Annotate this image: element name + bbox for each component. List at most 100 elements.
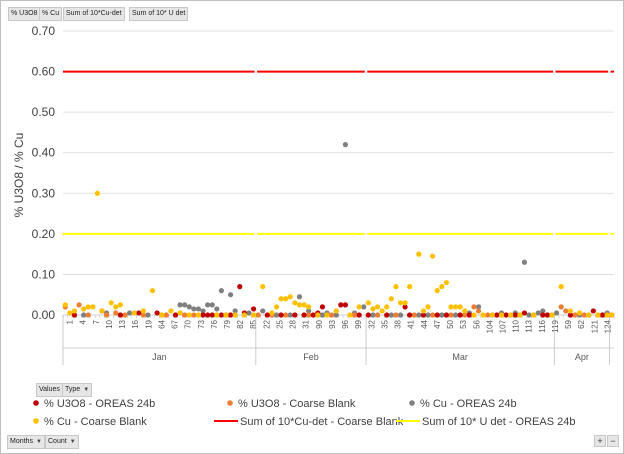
- x-tick-label: 25: [275, 319, 284, 328]
- data-point: [296, 294, 303, 300]
- x-tick-label: 31: [302, 319, 311, 328]
- month-label: Mar: [452, 352, 468, 362]
- data-point: [301, 312, 307, 318]
- legend-marker-swatch: [227, 400, 233, 406]
- data-point: [260, 284, 266, 290]
- x-tick-label: 4: [79, 319, 88, 324]
- x-tick-label: 96: [341, 319, 350, 328]
- y-tick-label: 0.10: [32, 267, 56, 281]
- data-point: [237, 284, 243, 290]
- data-point: [292, 300, 298, 306]
- data-point: [609, 312, 615, 318]
- data-point: [512, 312, 518, 318]
- data-point: [306, 308, 312, 314]
- data-point: [296, 302, 303, 308]
- data-point: [218, 288, 225, 294]
- data-point: [200, 308, 206, 314]
- legend-label: % Cu - Coarse Blank: [44, 416, 147, 428]
- data-point: [140, 308, 146, 314]
- x-tick-label: 62: [577, 319, 586, 328]
- data-point: [347, 312, 353, 318]
- count-field-button[interactable]: Count ▼: [45, 435, 79, 449]
- x-tick-label: 76: [210, 319, 219, 328]
- data-point: [250, 312, 257, 318]
- data-point: [452, 312, 459, 318]
- data-point: [388, 312, 394, 318]
- x-axis: 1 4 7 10 13 16 19 64 67 70 73 76 79 82 85 22 25 28 31 90 93 9…: [62, 315, 615, 365]
- data-point: [540, 312, 546, 318]
- data-point: [241, 312, 247, 318]
- data-point: [370, 312, 376, 318]
- data-point: [411, 312, 417, 318]
- data-point: [283, 312, 289, 318]
- data-point: [223, 312, 229, 318]
- x-tick-label: 41: [407, 319, 416, 328]
- x-tick-label: 59: [564, 319, 573, 328]
- data-point: [526, 312, 532, 318]
- x-tick-label: 38: [394, 319, 403, 328]
- data-point: [131, 310, 137, 316]
- months-field-button[interactable]: Months ▼: [7, 435, 45, 449]
- data-point: [324, 312, 330, 318]
- data-point: [209, 302, 215, 308]
- data-point: [544, 312, 551, 318]
- dropdown-arrow-icon: ▼: [35, 439, 42, 445]
- data-point: [319, 304, 326, 310]
- data-point: [407, 312, 413, 318]
- line-gap: [608, 69, 611, 74]
- data-point: [163, 312, 169, 318]
- x-tick-label: 16: [131, 319, 140, 328]
- data-point: [361, 304, 367, 310]
- data-point: [85, 312, 91, 318]
- data-point: [99, 308, 105, 314]
- data-point: [572, 312, 578, 318]
- values-field-button[interactable]: Values: [36, 383, 63, 397]
- y-tick-label: 0.60: [32, 65, 56, 79]
- filter-field-u-det-button[interactable]: Sum of 10* U det: [129, 7, 189, 21]
- data-point: [250, 306, 257, 312]
- data-point: [356, 312, 362, 318]
- legend-label: Sum of 10*Cu-det - Coarse Blank: [240, 416, 404, 428]
- x-tick-label: 19: [144, 319, 153, 328]
- y-tick-label: 0.50: [32, 105, 56, 119]
- data-point: [531, 312, 537, 318]
- x-tick-label: 113: [525, 319, 534, 332]
- expand-field-button[interactable]: +: [594, 435, 606, 447]
- data-point: [145, 312, 151, 318]
- data-point: [283, 296, 289, 302]
- data-point: [182, 302, 188, 308]
- legend-item: % Cu - OREAS 24b: [409, 398, 517, 410]
- line-gap: [608, 231, 611, 236]
- data-point: [287, 312, 293, 318]
- data-point: [214, 312, 220, 318]
- legend-label: % U3O8 - OREAS 24b: [44, 398, 155, 410]
- data-point: [443, 312, 450, 318]
- line-gap: [364, 69, 368, 74]
- data-point: [177, 310, 183, 316]
- collapse-field-button[interactable]: −: [607, 435, 619, 447]
- x-tick-label: 93: [328, 319, 337, 328]
- x-tick-label: 73: [197, 319, 206, 328]
- x-tick-label: 35: [380, 319, 389, 328]
- data-point: [567, 312, 573, 318]
- y-tick-label: 0.20: [32, 227, 56, 241]
- data-point: [191, 306, 197, 312]
- data-point: [595, 312, 601, 318]
- data-point: [356, 304, 362, 310]
- y-tick-label: 0.00: [32, 308, 56, 322]
- type-field-button[interactable]: Type ▼: [62, 383, 93, 397]
- data-point: [136, 310, 142, 316]
- legend-item: % U3O8 - Coarse Blank: [227, 398, 356, 410]
- month-label: Apr: [575, 352, 589, 362]
- data-point: [416, 312, 422, 318]
- filter-field-cu-button[interactable]: % Cu: [39, 7, 63, 21]
- data-point: [301, 302, 307, 308]
- line-gap: [254, 231, 258, 236]
- x-tick-label: 32: [367, 319, 376, 328]
- filter-field-cu-det-button[interactable]: Sum of 10*Cu-det: [63, 7, 125, 21]
- line-gap: [364, 231, 368, 236]
- data-point: [94, 190, 101, 196]
- legend-item: Sum of 10* U det - OREAS 24b: [396, 416, 575, 428]
- data-point: [599, 312, 606, 318]
- data-point: [333, 312, 339, 318]
